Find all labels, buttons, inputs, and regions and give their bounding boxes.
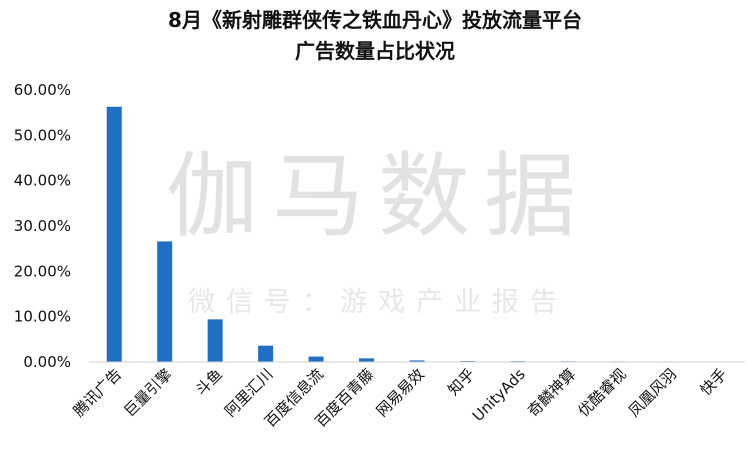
- x-tick-label: 巨量引擎: [120, 365, 175, 420]
- bar: [106, 106, 122, 362]
- y-tick-label: 40.00%: [14, 172, 71, 190]
- chart-title: 8月《新射雕群侠传之铁血丹心》投放流量平台: [168, 8, 582, 32]
- x-tick-label: 网易易效: [373, 365, 428, 420]
- bar: [207, 319, 223, 362]
- x-tick-label: 快手: [697, 365, 731, 399]
- y-tick-label: 10.00%: [14, 308, 71, 326]
- x-tick-label: 优酷睿视: [575, 365, 630, 420]
- chart-subtitle: 广告数量占比状况: [295, 39, 455, 63]
- bar: [157, 241, 173, 362]
- bar: [359, 358, 375, 362]
- watermark-sub: 微信号：游戏产业报告: [188, 287, 568, 318]
- y-tick-label: 60.00%: [14, 81, 71, 99]
- x-tick-label: UnityAds: [469, 365, 529, 425]
- x-tick-label: 凤凰风羽: [625, 365, 680, 420]
- y-tick-label: 20.00%: [14, 262, 71, 280]
- x-tick-label: 知乎: [444, 365, 478, 399]
- x-tick-label: 奇麟神算: [524, 365, 579, 420]
- bar: [409, 360, 425, 362]
- x-tick-label: 斗鱼: [192, 365, 226, 399]
- y-tick-label: 30.00%: [14, 217, 71, 235]
- y-tick-label: 50.00%: [14, 126, 71, 144]
- bar: [258, 345, 274, 362]
- watermark-main: 伽马数据: [166, 143, 590, 250]
- bar: [308, 356, 324, 362]
- y-axis-ticks: 0.00% 10.00% 20.00% 30.00% 40.00% 50.00% 60.00…: [14, 81, 71, 371]
- y-tick-label: 0.00%: [23, 353, 71, 371]
- bar-series: [106, 106, 728, 363]
- x-tick-label: 腾讯广告: [70, 365, 125, 420]
